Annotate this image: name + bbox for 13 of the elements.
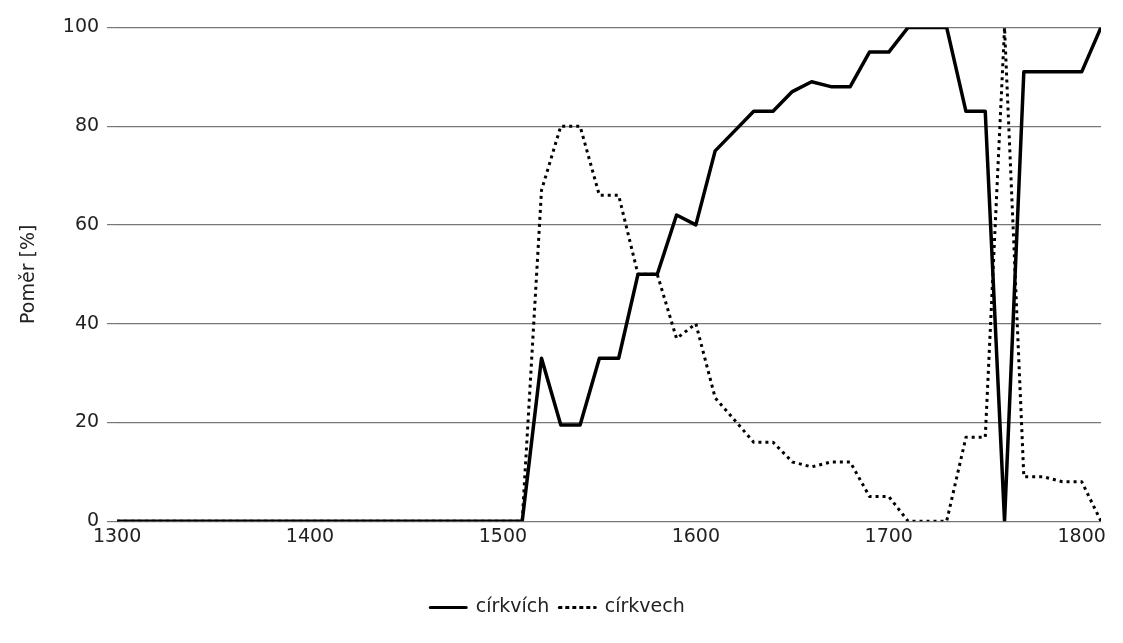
legend-label: církvích — [475, 594, 550, 617]
x-tick-label: 1800 — [1057, 523, 1106, 546]
x-tick-label: 1600 — [671, 523, 721, 546]
y-tick-label: 80 — [74, 113, 100, 136]
y-tick-label: 60 — [74, 211, 100, 234]
legend-label: církvech — [604, 594, 685, 617]
x-tick-label: 1700 — [864, 523, 913, 546]
y-tick-label: 100 — [62, 14, 100, 37]
x-tick-label: 1400 — [285, 523, 335, 546]
x-tick-label: 1500 — [478, 523, 528, 546]
y-tick-label: 40 — [74, 310, 100, 333]
y-axis-title: Poměr [%] — [16, 224, 39, 324]
y-tick-label: 20 — [74, 409, 100, 432]
